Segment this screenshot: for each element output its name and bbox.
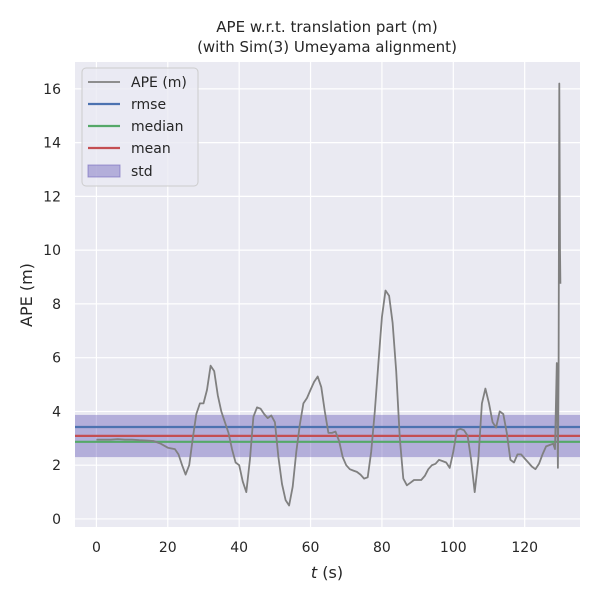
x-axis-ticks: 0 20 40 60 80 100 120 <box>92 540 538 556</box>
y-tick-label: 14 <box>43 136 61 152</box>
legend-label-rmse: rmse <box>131 97 166 113</box>
x-axis-label: t (s) <box>311 563 343 582</box>
legend-label-ape: APE (m) <box>131 75 187 91</box>
chart-subtitle: (with Sim(3) Umeyama alignment) <box>197 38 457 56</box>
y-tick-label: 10 <box>43 243 61 259</box>
legend-box <box>81 67 199 187</box>
ape-series-line <box>96 82 562 507</box>
x-tick-label: 40 <box>230 540 248 556</box>
y-tick-label: 12 <box>43 189 61 205</box>
x-tick-label: 0 <box>92 540 101 556</box>
y-tick-label: 16 <box>43 82 61 98</box>
y-tick-label: 0 <box>52 512 61 528</box>
x-tick-label: 80 <box>373 540 391 556</box>
y-axis-label: APE (m) <box>17 263 36 327</box>
x-tick-label: 20 <box>159 540 177 556</box>
legend-label-mean: mean <box>131 141 171 157</box>
y-tick-label: 8 <box>52 297 61 313</box>
legend-swatch-std <box>87 164 121 178</box>
x-tick-label: 100 <box>440 540 467 556</box>
x-tick-label: 60 <box>302 540 320 556</box>
y-axis-ticks: 0 2 4 6 8 10 12 14 16 <box>43 82 61 528</box>
legend-label-std: std <box>131 164 153 180</box>
grid <box>75 62 580 527</box>
x-axis-label-unit: (s) <box>317 563 343 582</box>
x-tick-label: 120 <box>511 540 538 556</box>
y-tick-label: 6 <box>52 351 61 367</box>
y-tick-label: 4 <box>52 404 61 420</box>
chart-title: APE w.r.t. translation part (m) <box>216 18 437 36</box>
x-axis-label-var: t <box>311 563 318 582</box>
legend-label-median: median <box>131 119 183 135</box>
legend: APE (m) rmse median mean std <box>81 67 199 187</box>
y-tick-label: 2 <box>52 458 61 474</box>
